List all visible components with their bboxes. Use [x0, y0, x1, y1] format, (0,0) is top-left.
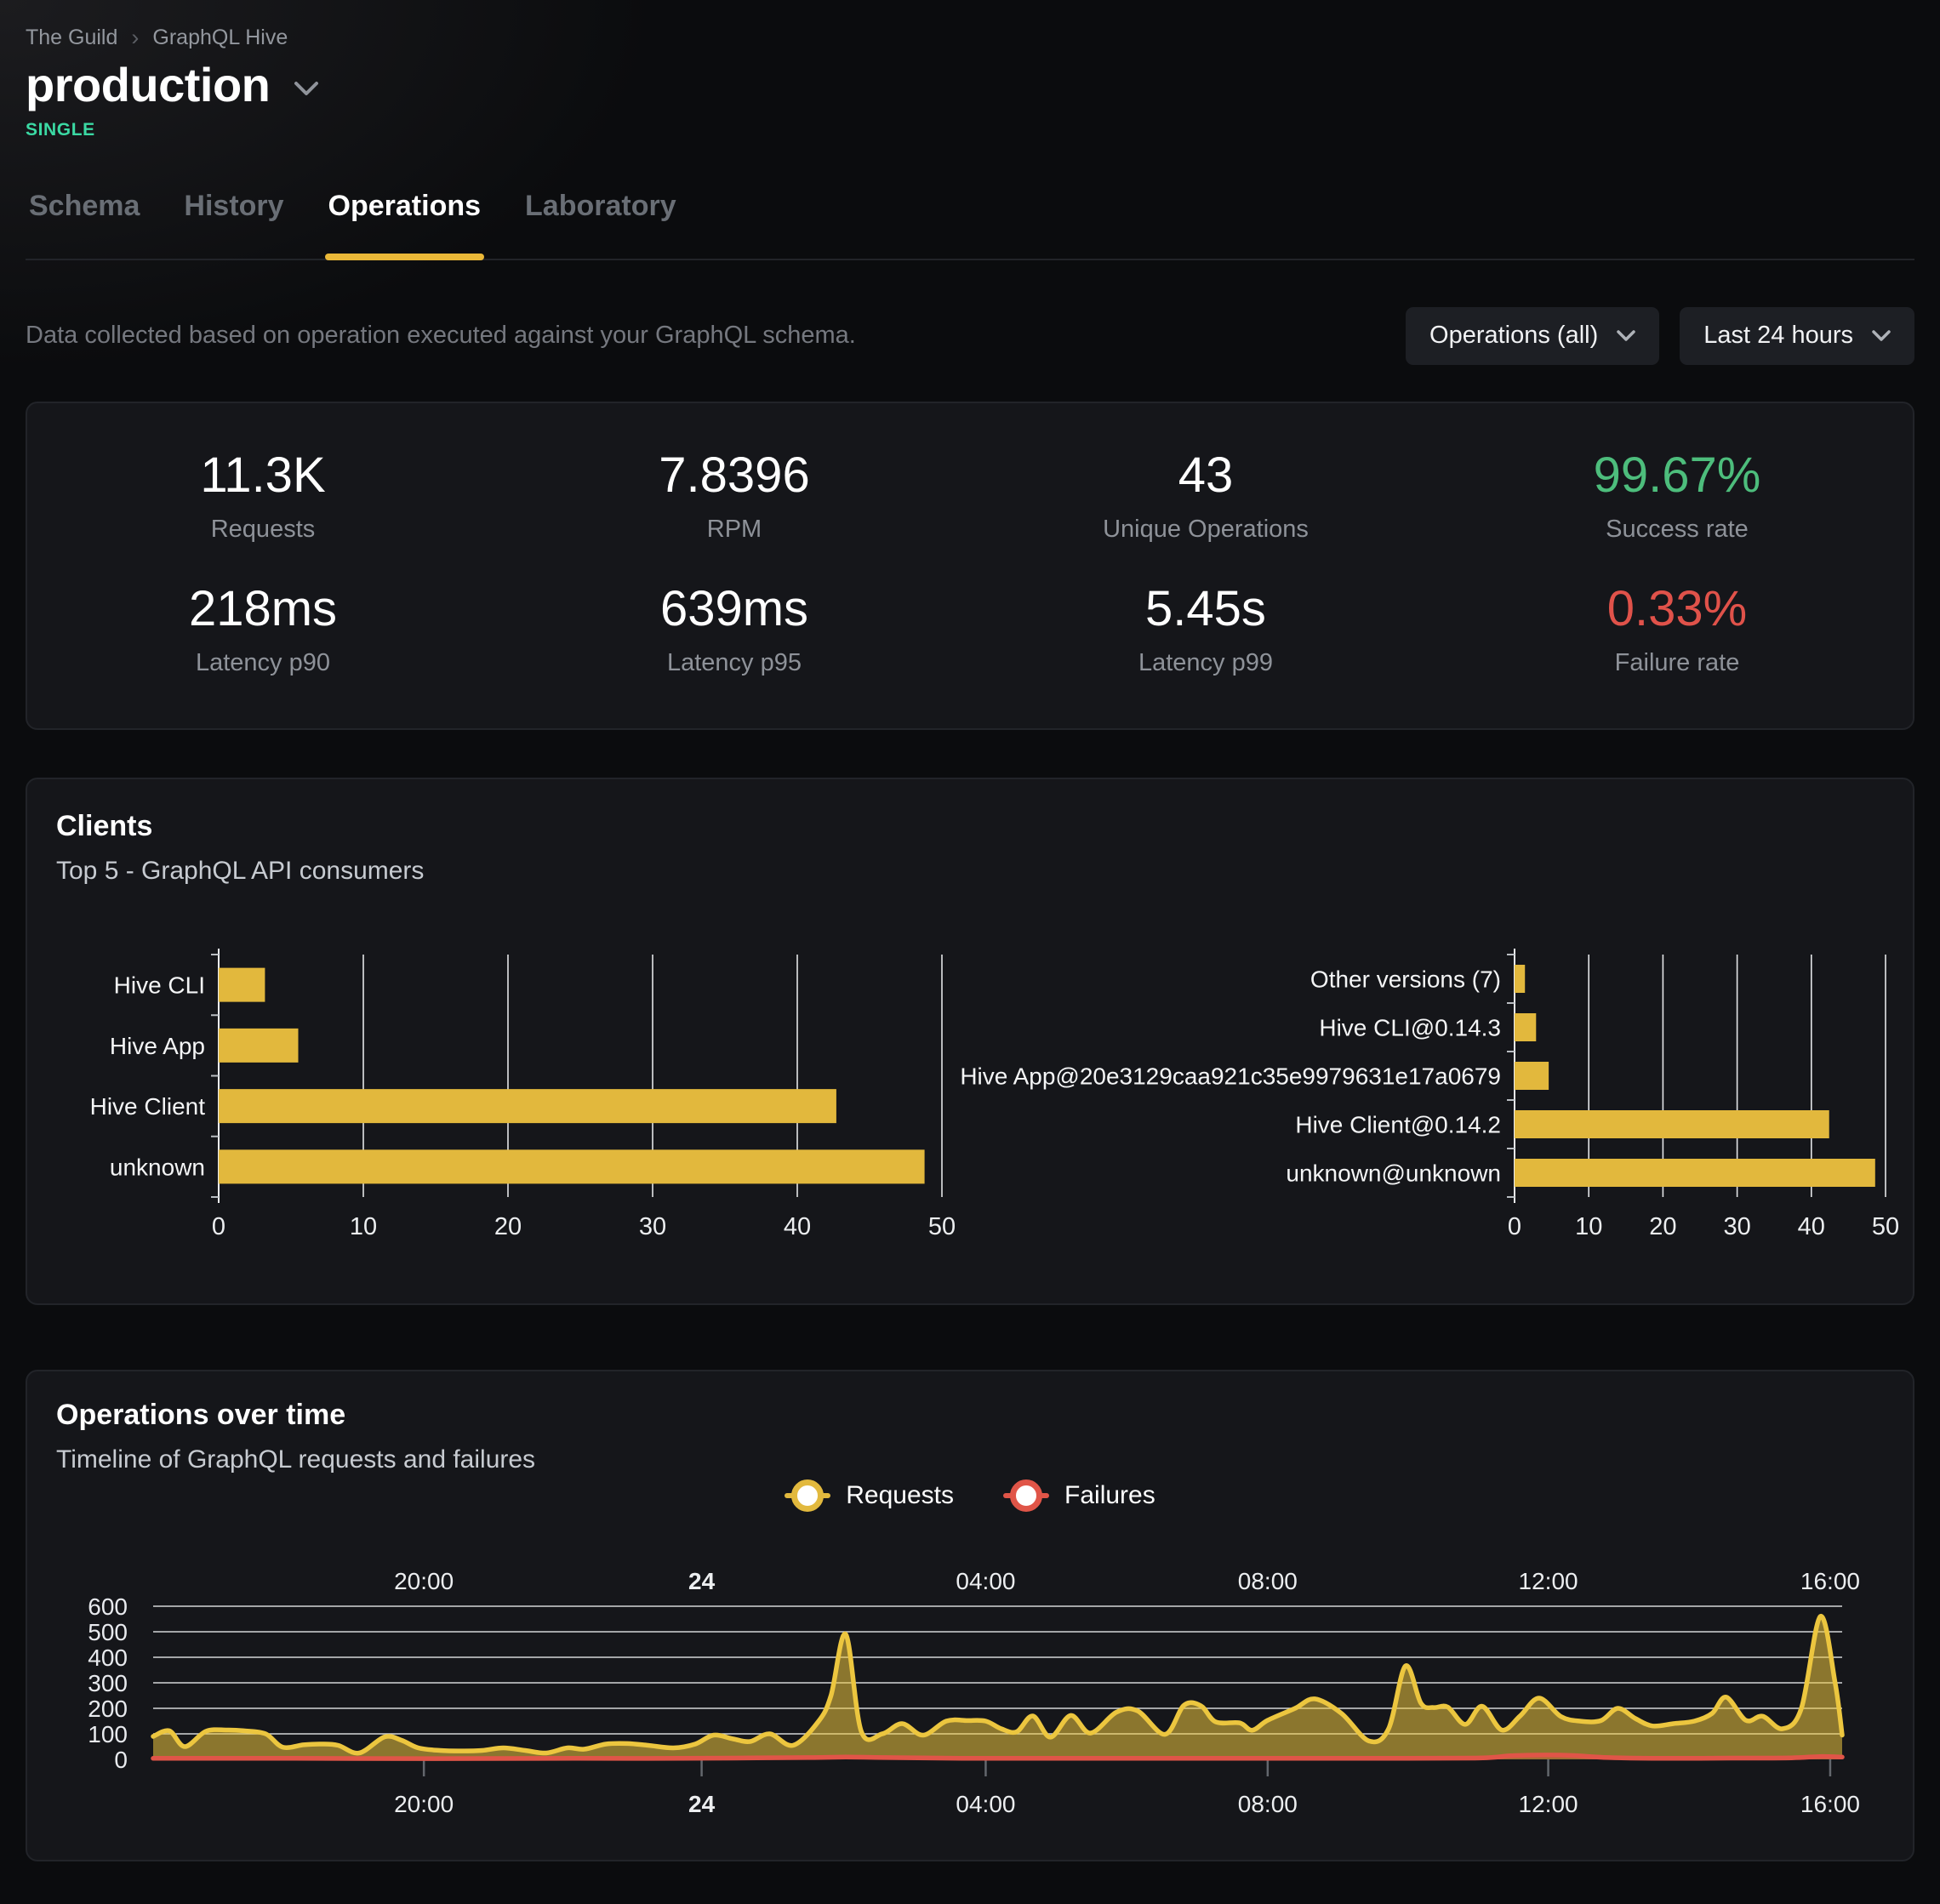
app-header: The Guild › GraphQL Hive production SING… [0, 0, 1940, 260]
stats-summary-card: 11.3K Requests 7.8396 RPM 43 Unique Oper… [26, 401, 1914, 730]
clients-by-version-chart: Other versions (7) Hive CLI@0.14.3 Hive Ap… [960, 948, 1899, 1240]
requests-series-icon [785, 1479, 831, 1513]
legend-label: Requests [846, 1480, 955, 1509]
stat-latency-p99: 5.45s Latency p99 [1138, 580, 1273, 676]
svg-text:04:00: 04:00 [956, 1791, 1015, 1817]
svg-text:10: 10 [1575, 1213, 1602, 1240]
stat-latency-p95: 639ms Latency p95 [659, 580, 809, 676]
svg-text:50: 50 [928, 1213, 956, 1240]
clients-by-name-chart: Hive CLI Hive App Hive Client unknown 0 10 20 3… [90, 948, 956, 1240]
stat-requests: 11.3K Requests [200, 447, 326, 543]
period-filter-label: Last 24 hours [1703, 322, 1853, 350]
operations-filter-label: Operations (all) [1429, 322, 1599, 350]
svg-text:04:00: 04:00 [956, 1568, 1015, 1594]
svg-text:10: 10 [350, 1213, 377, 1240]
svg-text:Hive Client: Hive Client [90, 1093, 206, 1120]
tab-operations[interactable]: Operations [324, 190, 485, 260]
page-title: production [26, 58, 271, 111]
svg-text:600: 600 [88, 1593, 128, 1620]
svg-text:500: 500 [88, 1619, 128, 1645]
stat-success-rate: 99.67% Success rate [1593, 447, 1761, 543]
clients-card-title: Clients [56, 809, 153, 842]
stat-failure-rate: 0.33% Failure rate [1606, 580, 1748, 676]
svg-text:12:00: 12:00 [1519, 1791, 1578, 1817]
svg-text:Hive CLI@0.14.3: Hive CLI@0.14.3 [1319, 1014, 1501, 1040]
svg-text:Hive App@20e3129caa921c35e9979: Hive App@20e3129caa921c35e9979631e17a067… [960, 1063, 1501, 1089]
svg-text:unknown: unknown [110, 1154, 205, 1180]
target-switcher-chevron-down-icon[interactable] [294, 81, 319, 97]
svg-text:50: 50 [1872, 1213, 1899, 1240]
svg-text:16:00: 16:00 [1800, 1791, 1860, 1817]
tab-schema[interactable]: Schema [29, 189, 140, 222]
svg-text:Hive Client@0.14.2: Hive Client@0.14.2 [1295, 1111, 1501, 1137]
filter-row: Data collected based on operation execut… [26, 306, 1914, 366]
svg-text:12:00: 12:00 [1519, 1568, 1578, 1594]
svg-text:Hive App: Hive App [110, 1032, 205, 1058]
operations-card-subtitle: Timeline of GraphQL requests and failure… [56, 1445, 536, 1474]
svg-text:08:00: 08:00 [1238, 1791, 1298, 1817]
svg-text:24: 24 [688, 1791, 716, 1817]
svg-text:20:00: 20:00 [394, 1568, 454, 1594]
svg-text:0: 0 [212, 1213, 225, 1240]
breadcrumb: The Guild › GraphQL Hive [26, 26, 1914, 50]
svg-text:40: 40 [784, 1213, 811, 1240]
operations-over-time-card: Operations over time Timeline of GraphQL… [26, 1369, 1914, 1861]
svg-text:20:00: 20:00 [394, 1791, 454, 1817]
breadcrumb-separator-icon: › [131, 25, 140, 50]
svg-text:Other versions (7): Other versions (7) [1310, 966, 1501, 992]
legend-item-failures[interactable]: Failures [1003, 1479, 1155, 1513]
chart-legend: Requests Failures [27, 1479, 1913, 1513]
period-filter-dropdown[interactable]: Last 24 hours [1680, 306, 1914, 365]
svg-text:20: 20 [1649, 1213, 1676, 1240]
svg-text:24: 24 [688, 1568, 716, 1594]
page-description: Data collected based on operation execut… [26, 322, 856, 350]
stat-unique-operations: 43 Unique Operations [1103, 447, 1309, 543]
tab-history[interactable]: History [184, 189, 284, 222]
clients-card: Clients Top 5 - GraphQL API consumers Hi… [26, 777, 1914, 1305]
svg-text:08:00: 08:00 [1238, 1568, 1298, 1594]
target-type-badge: SINGLE [26, 119, 95, 140]
svg-text:400: 400 [88, 1645, 128, 1671]
page-content: Data collected based on operation execut… [0, 306, 1940, 1861]
failures-series-icon [1003, 1479, 1050, 1513]
tab-laboratory[interactable]: Laboratory [525, 189, 676, 222]
svg-text:300: 300 [88, 1670, 128, 1696]
svg-text:30: 30 [639, 1213, 666, 1240]
stat-latency-p90: 218ms Latency p90 [188, 580, 338, 676]
svg-text:16:00: 16:00 [1800, 1568, 1860, 1594]
svg-text:40: 40 [1798, 1213, 1825, 1240]
svg-text:0: 0 [114, 1747, 128, 1773]
svg-text:0: 0 [1508, 1213, 1521, 1240]
stat-rpm: 7.8396 RPM [659, 447, 810, 543]
svg-text:Hive CLI: Hive CLI [114, 972, 205, 998]
legend-item-requests[interactable]: Requests [785, 1479, 954, 1513]
chevron-down-icon [1872, 329, 1891, 341]
svg-text:100: 100 [88, 1721, 128, 1747]
clients-card-subtitle: Top 5 - GraphQL API consumers [56, 856, 425, 885]
legend-label: Failures [1064, 1480, 1155, 1509]
breadcrumb-item-project[interactable]: GraphQL Hive [152, 26, 288, 49]
svg-text:200: 200 [88, 1696, 128, 1722]
chevron-down-icon [1617, 329, 1636, 341]
svg-text:30: 30 [1723, 1213, 1750, 1240]
operations-card-title: Operations over time [56, 1398, 346, 1431]
tab-bar: Schema History Operations Laboratory [26, 190, 1914, 260]
svg-text:unknown@unknown: unknown@unknown [1286, 1160, 1501, 1186]
breadcrumb-item-org[interactable]: The Guild [26, 26, 118, 49]
svg-text:20: 20 [494, 1213, 522, 1240]
operations-filter-dropdown[interactable]: Operations (all) [1406, 306, 1660, 365]
